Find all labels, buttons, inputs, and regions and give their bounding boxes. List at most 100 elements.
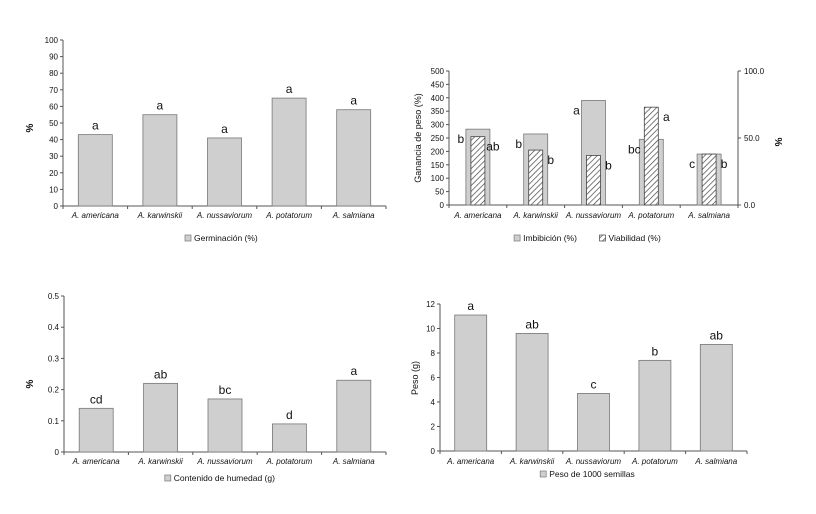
y-tick-label: 80 — [49, 69, 58, 78]
legend-swatch — [539, 470, 547, 478]
significance-letter: d — [286, 408, 293, 422]
y-tick-label: 50 — [49, 119, 58, 128]
bar — [515, 332, 549, 452]
x-tick-label: A. potatorum — [265, 457, 312, 466]
y-tick-label: 90 — [49, 53, 58, 62]
legend-swatch — [164, 474, 172, 482]
y-tick-label: 12 — [426, 300, 435, 309]
y-tick-label: 6 — [431, 374, 436, 383]
bar — [207, 398, 243, 453]
y-tick-label: 250 — [431, 134, 445, 143]
moisture-content-chart: 0 0.1 0.2 0.3 0.4 0.5 A. americana A. karwinski… — [25, 292, 387, 483]
x-tick-label: A. salmiana — [332, 457, 375, 466]
y-tick-label: 20 — [49, 169, 58, 178]
bar-secondary — [701, 153, 717, 206]
y-tick-label: 350 — [431, 107, 445, 116]
x-tick-label: A. karwinskii — [512, 211, 558, 220]
bar — [336, 379, 372, 453]
significance-letter: bc — [219, 383, 232, 397]
x-tick-label: A. salmiana — [694, 457, 737, 466]
x-tick-label: A. nussaviorum — [196, 457, 252, 466]
y2-axis-label: % — [772, 138, 783, 147]
y-tick-label: 2 — [431, 423, 436, 432]
x-tick-label: A. salmiana — [687, 211, 730, 220]
y-axis-label: % — [25, 123, 36, 132]
significance-letter: a — [573, 103, 580, 117]
significance-letter-secondary: b — [721, 157, 728, 171]
germination-chart: 0 10 20 30 40 50 60 70 80 90 100 A. americana A. kar… — [25, 36, 387, 243]
x-tick-label: A. potatorum — [265, 211, 312, 220]
y-tick-label: 10 — [426, 325, 435, 334]
seed-weight-chart: 0 2 4 6 8 10 12 A. americana A. karwinskii A. nus… — [410, 299, 748, 479]
bar — [143, 382, 179, 453]
y-tick-label: 0.1 — [48, 417, 60, 426]
legend-label: Peso de 1000 semillas — [549, 469, 635, 479]
x-tick-label: A. karwinskii — [137, 457, 183, 466]
significance-letter: a — [350, 94, 357, 108]
legend-swatch-secondary — [599, 234, 606, 242]
significance-letter: a — [286, 82, 293, 96]
legend-label: Germinación (%) — [194, 233, 258, 243]
y-tick-label: 450 — [431, 80, 445, 89]
significance-letter-secondary: a — [663, 110, 670, 124]
x-tick-label: A. karwinskii — [509, 457, 555, 466]
x-tick-label: A. americana — [71, 211, 120, 220]
y-tick-label: 100 — [45, 36, 59, 45]
bar — [78, 407, 114, 453]
y-tick-label: 0.2 — [48, 386, 60, 395]
legend-swatch — [513, 234, 521, 242]
bar — [142, 114, 178, 207]
x-tick-label: A. potatorum — [627, 211, 674, 220]
significance-letter: b — [458, 132, 465, 146]
x-tick-label: A. nussaviorum — [565, 211, 621, 220]
significance-letter: bc — [628, 142, 641, 156]
bar — [271, 97, 307, 207]
significance-letter-secondary: ab — [486, 140, 500, 154]
y2-tick-label: 50.0 — [744, 134, 760, 143]
significance-letter: cd — [90, 392, 103, 406]
significance-letter: ab — [710, 328, 724, 342]
y-tick-label: 0 — [55, 448, 60, 457]
y-axis-label: Peso (g) — [410, 361, 420, 395]
y-tick-label: 10 — [49, 185, 58, 194]
significance-letter: a — [92, 119, 99, 133]
x-tick-label: A. salmiana — [332, 211, 375, 220]
significance-letter: a — [157, 99, 164, 113]
x-tick-label: A. nussaviorum — [196, 211, 252, 220]
significance-letter: c — [591, 377, 597, 391]
bar-secondary — [643, 106, 659, 206]
significance-letter: a — [350, 364, 357, 378]
x-tick-label: A. americana — [72, 457, 121, 466]
y-tick-label: 0.5 — [48, 292, 60, 301]
significance-letter: c — [689, 157, 695, 171]
bar — [336, 109, 372, 207]
significance-letter: ab — [525, 317, 539, 331]
x-tick-label: A. potatorum — [631, 457, 678, 466]
bar — [454, 314, 488, 452]
y-tick-label: 0 — [440, 201, 445, 210]
y-tick-label: 0 — [54, 202, 59, 211]
bar — [271, 423, 307, 453]
bar — [577, 393, 610, 452]
y-tick-label: 0.4 — [48, 323, 60, 332]
y-tick-label: 150 — [431, 161, 445, 170]
bar-secondary — [528, 149, 544, 206]
bar — [207, 137, 242, 207]
significance-letter: b — [652, 344, 659, 358]
imbibition-viability-chart: 0 50 100 150 200 250 300 350 400 450 500 0.0 50.0 100… — [413, 67, 783, 243]
y2-tick-label: 0.0 — [744, 201, 756, 210]
y-tick-label: 200 — [431, 147, 445, 156]
y-tick-label: 40 — [49, 136, 58, 145]
y-tick-label: 70 — [49, 86, 58, 95]
legend-swatch — [184, 234, 192, 242]
y-tick-label: 500 — [431, 67, 445, 76]
legend-label: Imbibición (%) — [523, 233, 577, 243]
x-tick-label: A. nussaviorum — [565, 457, 621, 466]
x-tick-label: A. americana — [446, 457, 495, 466]
x-tick-label: A. americana — [453, 211, 502, 220]
x-tick-label: A. karwinskii — [137, 211, 183, 220]
significance-letter: a — [221, 122, 228, 136]
y-tick-label: 60 — [49, 102, 58, 111]
significance-letter-secondary: b — [547, 153, 554, 167]
